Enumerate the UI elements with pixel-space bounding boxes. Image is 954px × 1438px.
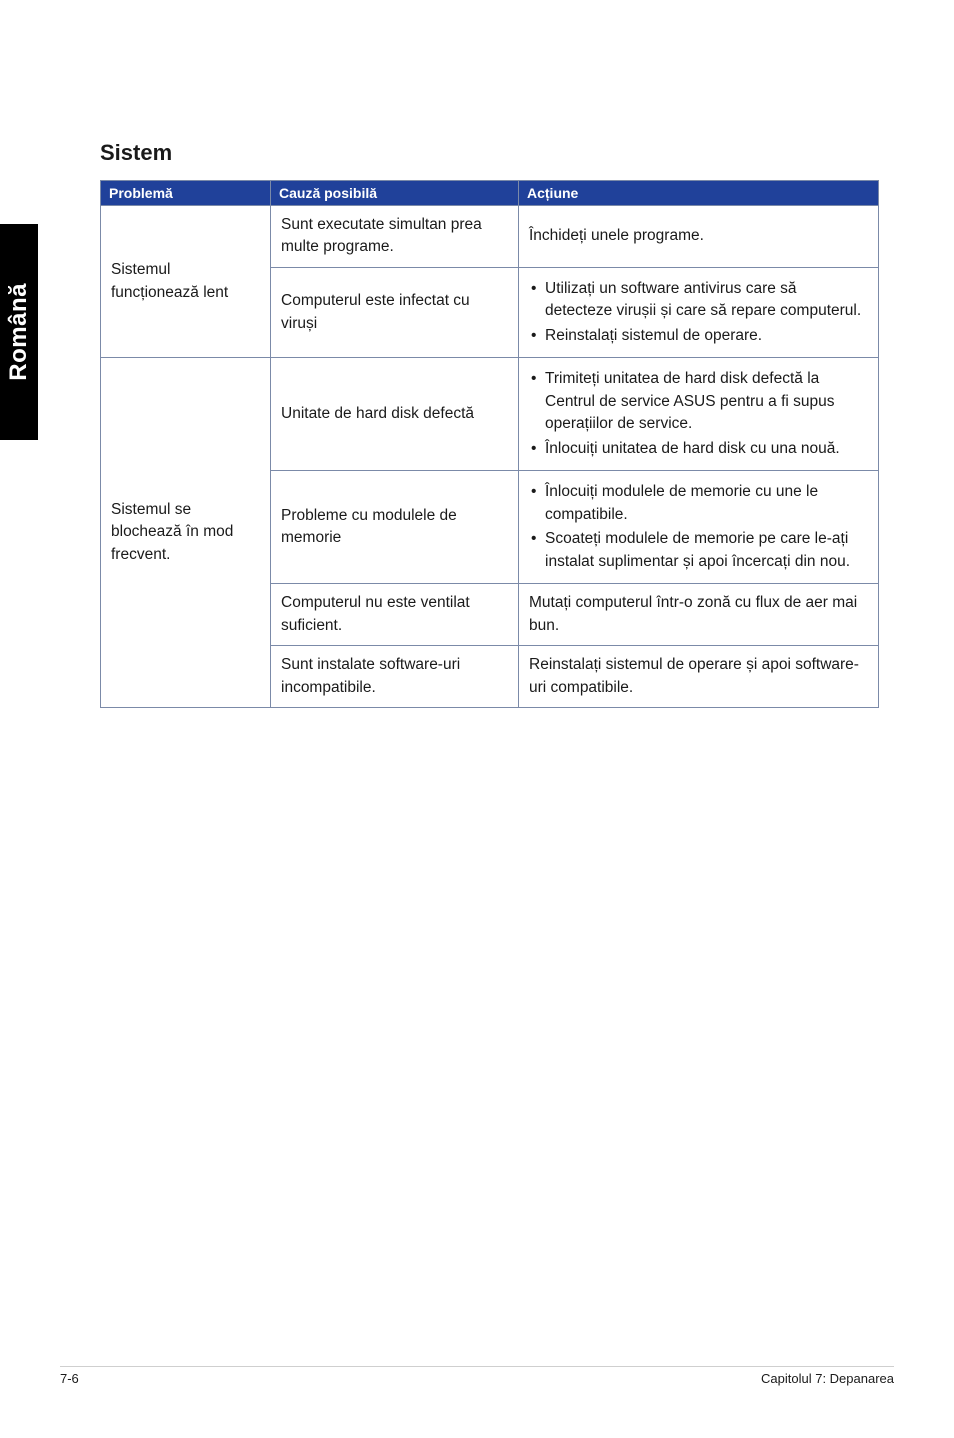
page-number: 7-6 — [60, 1371, 79, 1386]
cause-cell: Computerul este infectat cu viruși — [271, 267, 519, 357]
cause-cell: Unitate de hard disk defectă — [271, 358, 519, 471]
cause-cell: Probleme cu modulele de memorie — [271, 471, 519, 584]
content-area: Sistem Problemă Cauză posibilă Acțiune S… — [100, 140, 878, 708]
col-header-action: Acțiune — [519, 181, 879, 206]
problem-cell: Sistemul funcționează lent — [101, 206, 271, 358]
action-item: Utilizați un software antivirus care să … — [529, 278, 868, 323]
action-item: Trimiteți unitatea de hard disk defectă … — [529, 368, 868, 435]
action-list: Înlocuiți modulele de memorie cu une le … — [529, 481, 868, 573]
action-list: Utilizați un software antivirus care să … — [529, 278, 868, 347]
action-cell: Utilizați un software antivirus care să … — [519, 267, 879, 357]
page: Română Sistem Problemă Cauză posibilă Ac… — [0, 0, 954, 1438]
troubleshooting-table: Problemă Cauză posibilă Acțiune Sistemul… — [100, 180, 879, 708]
action-cell: Înlocuiți modulele de memorie cu une le … — [519, 471, 879, 584]
problem-cell: Sistemul se blochează în mod frecvent. — [101, 358, 271, 708]
action-item: Înlocuiți modulele de memorie cu une le … — [529, 481, 868, 526]
table-header-row: Problemă Cauză posibilă Acțiune — [101, 181, 879, 206]
action-item: Reinstalați sistemul de operare. — [529, 325, 868, 347]
action-cell: Trimiteți unitatea de hard disk defectă … — [519, 358, 879, 471]
language-tab: Română — [0, 224, 38, 440]
table-row: Sistemul funcționează lent Sunt executat… — [101, 206, 879, 268]
cause-cell: Sunt executate simultan prea multe progr… — [271, 206, 519, 268]
action-item: Scoateți modulele de memorie pe care le-… — [529, 528, 868, 573]
action-cell: Reinstalați sistemul de operare și apoi … — [519, 646, 879, 708]
cause-cell: Sunt instalate software-uri incompatibil… — [271, 646, 519, 708]
action-list: Trimiteți unitatea de hard disk defectă … — [529, 368, 868, 460]
col-header-problem: Problemă — [101, 181, 271, 206]
page-footer: 7-6 Capitolul 7: Depanarea — [60, 1366, 894, 1386]
chapter-label: Capitolul 7: Depanarea — [761, 1371, 894, 1386]
language-tab-label: Română — [5, 283, 33, 381]
action-cell: Mutați computerul într-o zonă cu flux de… — [519, 584, 879, 646]
table-row: Sistemul se blochează în mod frecvent. U… — [101, 358, 879, 471]
cause-cell: Computerul nu este ventilat suficient. — [271, 584, 519, 646]
action-cell: Închideți unele programe. — [519, 206, 879, 268]
action-item: Înlocuiți unitatea de hard disk cu una n… — [529, 438, 868, 460]
col-header-cause: Cauză posibilă — [271, 181, 519, 206]
section-title: Sistem — [100, 140, 878, 166]
